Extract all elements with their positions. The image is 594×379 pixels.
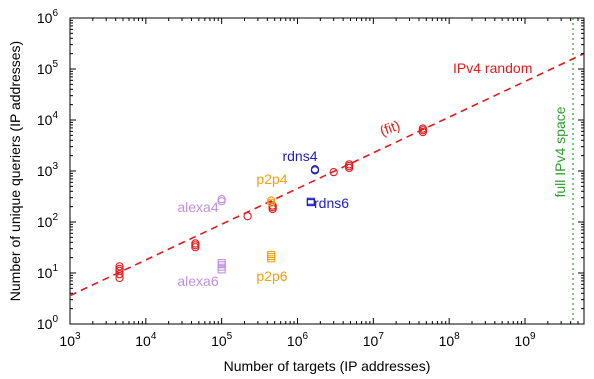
ipv4-random-point	[191, 239, 200, 248]
x-tick-label: 105	[211, 331, 233, 349]
p2p6-point	[267, 251, 276, 259]
rdns6-label: rdns6	[314, 195, 349, 211]
p2p6-point	[267, 253, 276, 261]
y-axis-label: Number of unique queriers (IP addresses)	[7, 41, 23, 301]
ipv4-random-label: IPv4 random	[453, 60, 532, 76]
y-tick-label: 100	[37, 314, 59, 332]
ipv4-random-point	[329, 167, 338, 177]
p2p6-point	[267, 255, 276, 263]
alexa6-label: alexa6	[177, 273, 218, 289]
x-tick-label: 108	[439, 331, 461, 349]
alexa4-point	[217, 195, 226, 204]
ipv4-random-point	[243, 212, 252, 221]
x-tick-label: 104	[135, 331, 157, 349]
y-tick-label: 104	[37, 110, 59, 128]
ipv4-random-point	[345, 160, 354, 169]
rdns4-label: rdns4	[282, 148, 317, 164]
y-tick-exponent: 1	[52, 263, 58, 274]
x-tick-label: 109	[514, 331, 536, 349]
p2p4-label: p2p4	[256, 171, 287, 187]
y-tick-exponent: 3	[52, 161, 58, 172]
y-tick-label: 105	[37, 59, 59, 77]
y-tick-exponent: 4	[52, 110, 58, 121]
rdns4-point	[310, 165, 320, 174]
x-tick-label: 103	[59, 331, 81, 349]
alexa4-label: alexa4	[177, 199, 218, 215]
alexa6-point	[217, 259, 226, 267]
x-tick-exponent: 5	[227, 331, 233, 342]
ipv4-random-point	[115, 262, 124, 271]
full-ipv4-space-label: full IPv4 space	[552, 106, 568, 197]
y-tick-exponent: 2	[52, 212, 58, 223]
ipv4-random-point	[115, 269, 124, 279]
points-layer	[115, 124, 428, 283]
p2p4-point	[267, 196, 276, 205]
fit-label: (fit)	[378, 117, 402, 139]
x-tick-label: 107	[363, 331, 385, 349]
x-tick-exponent: 9	[530, 331, 536, 342]
y-tick-exponent: 6	[52, 8, 58, 19]
reference-layer: full IPv4 space	[552, 18, 574, 324]
y-tick-label: 101	[37, 263, 59, 281]
ipv4-random-point	[115, 264, 124, 274]
y-tick-label: 103	[37, 161, 59, 179]
p2p4-point	[267, 198, 276, 207]
annotation-layer: IPv4 random (fit) rdns4 rdns6 p2p4 p2p6 alexa4…	[177, 60, 532, 289]
x-axis-label: Number of targets (IP addresses)	[224, 358, 431, 374]
x-tick-exponent: 4	[151, 331, 157, 342]
y-tick-label: 106	[37, 8, 59, 26]
alexa4-point	[217, 197, 226, 206]
x-tick-exponent: 6	[303, 331, 309, 342]
fit-line	[69, 52, 585, 297]
fit-layer	[69, 52, 585, 297]
y-tick-exponent: 0	[52, 314, 58, 325]
p2p6-label: p2p6	[256, 268, 287, 284]
x-tick-exponent: 7	[378, 331, 384, 342]
y-tick-exponent: 5	[52, 59, 58, 70]
x-tick-label: 106	[287, 331, 309, 349]
ipv4-random-point	[418, 124, 428, 133]
rdns6-point	[306, 197, 315, 205]
x-tick-exponent: 8	[454, 331, 460, 342]
x-tick-exponent: 3	[75, 331, 81, 342]
y-tick-label: 102	[37, 212, 59, 230]
